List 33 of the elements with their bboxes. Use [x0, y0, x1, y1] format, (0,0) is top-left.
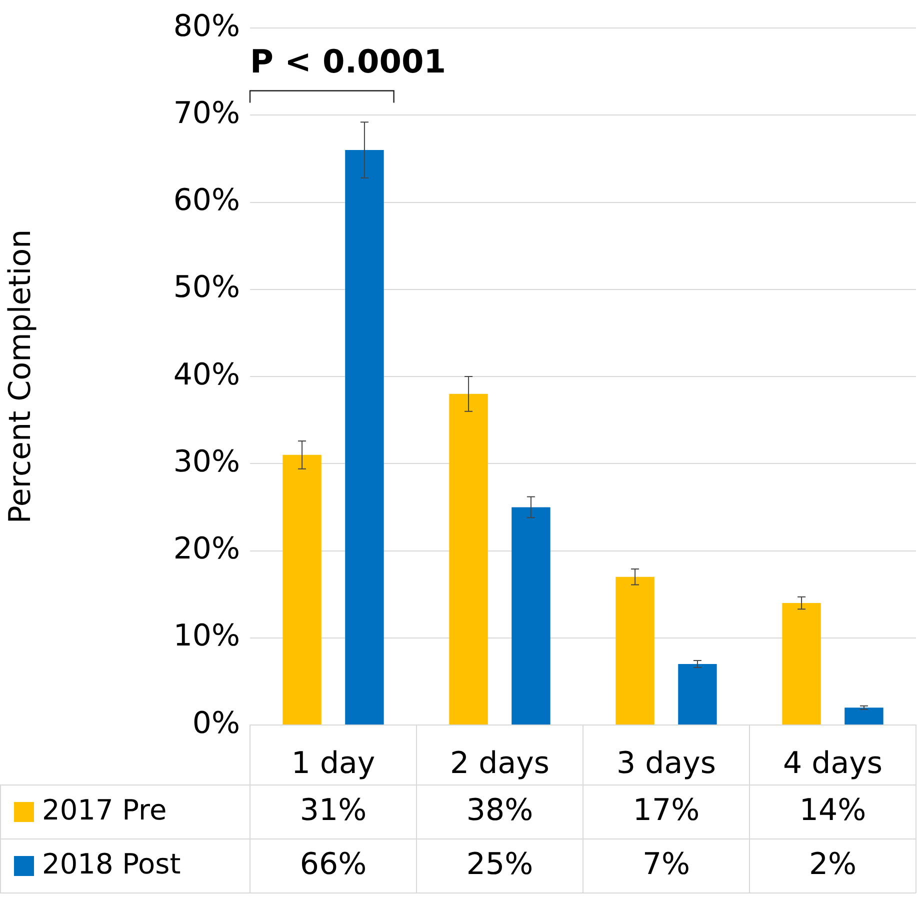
bar: [282, 454, 322, 724]
bar: [844, 708, 884, 724]
data-label: 17%: [632, 792, 700, 828]
bar: [782, 603, 821, 724]
y-tick-label: 70%: [173, 96, 240, 131]
y-tick-label: 60%: [173, 183, 240, 218]
bar: [678, 664, 717, 724]
data-label: 14%: [799, 792, 866, 828]
y-tick-label: 0%: [192, 706, 240, 741]
y-tick-label: 20%: [173, 532, 240, 567]
x-tick-label: 2 days: [450, 746, 550, 781]
data-label: 2%: [808, 846, 857, 882]
x-tick-label: 3 days: [616, 746, 716, 781]
y-tick-label: 50%: [173, 270, 240, 306]
bar: [512, 507, 550, 724]
data-label: 31%: [300, 792, 367, 828]
data-label: 66%: [300, 846, 367, 882]
bar: [616, 576, 654, 724]
data-label: 38%: [466, 792, 534, 828]
y-tick-label: 30%: [173, 444, 240, 480]
y-tick-label: 10%: [173, 618, 240, 654]
data-label: 7%: [642, 846, 690, 882]
x-tick-label: 4 days: [783, 746, 882, 781]
annotation: P < 0.0001: [250, 42, 446, 81]
y-tick-label: 40%: [173, 357, 240, 392]
x-tick-label: 1 day: [291, 746, 376, 781]
bar: [449, 394, 488, 724]
y-axis-title: Percent Completion: [2, 229, 38, 524]
y-tick-label: 80%: [173, 8, 240, 44]
legend-label: 2018 Post: [42, 847, 181, 880]
bar: [345, 150, 384, 724]
legend-label: 2017 Pre: [42, 793, 167, 826]
data-label: 25%: [466, 846, 534, 882]
